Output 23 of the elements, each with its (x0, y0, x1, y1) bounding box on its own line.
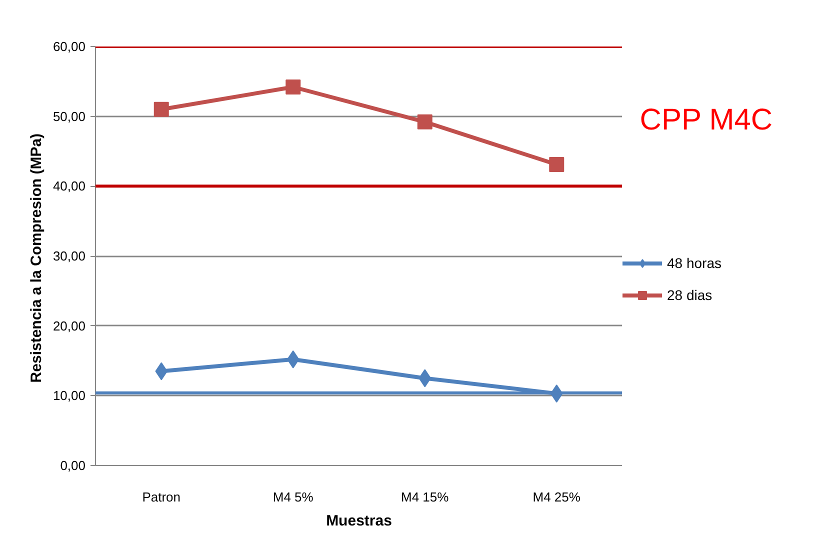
point (154, 102, 169, 117)
text: CPP M4C (640, 103, 773, 136)
y-tick-label: 30,00 (52, 248, 86, 264)
y-tick-label: 60,00 (52, 39, 86, 54)
x-tick-label: M4 5% (272, 490, 314, 504)
legend-label: 28 dias (667, 287, 712, 303)
point (155, 362, 168, 380)
y-tick-label: 40,00 (52, 178, 86, 194)
point (286, 350, 300, 368)
y-tick-label: 0,00 (60, 458, 86, 473)
legend-label: 48 horas (667, 255, 722, 271)
y-axis-title: Resistencia a la Compresion (MPa) (28, 133, 45, 383)
y-tick-label: 50,00 (52, 108, 86, 124)
y-tick-label: 10,00 (52, 388, 86, 404)
y-tick-label: 20,00 (52, 318, 86, 334)
x-tick-label: Patron (142, 490, 181, 504)
point (418, 369, 432, 388)
point (417, 114, 432, 130)
x-tick-label: M4 25% (532, 490, 581, 504)
point (549, 157, 564, 172)
x-tick-label: M4 15% (401, 490, 450, 504)
point (286, 80, 301, 95)
x-axis-title: Muestras (326, 512, 392, 530)
